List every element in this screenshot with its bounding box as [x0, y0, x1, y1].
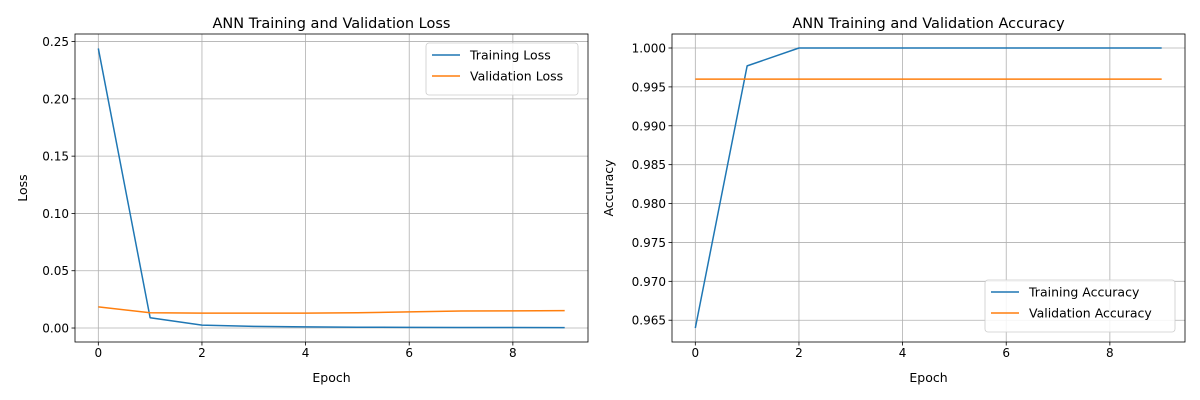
x-tick-label: 8 [1106, 346, 1114, 360]
series-line-0 [694, 47, 1162, 329]
series-line-1 [98, 306, 565, 314]
x-tick-label: 4 [899, 346, 907, 360]
y-tick-label: 0.970 [632, 275, 666, 289]
legend-label: Validation Accuracy [1029, 306, 1152, 321]
loss-chart: 0 2 4 6 8 0.00 0.05 0.10 0.15 0.20 0.25 ANN Trainin… [15, 16, 589, 385]
y-tick-label: 0.990 [632, 119, 666, 133]
chart-title: ANN Training and Validation Loss [213, 16, 451, 32]
x-tick-label: 4 [302, 346, 310, 360]
legend: Training Accuracy Validation Accuracy [984, 279, 1176, 333]
x-tick-label: 0 [94, 346, 102, 360]
y-tick-label: 0.980 [632, 197, 666, 211]
x-tick-label: 6 [405, 346, 413, 360]
y-axis-label: Accuracy [601, 159, 616, 217]
accuracy-chart: 0 2 4 6 8 0.965 0.970 0.975 0.980 0.985 0.990 0.995… [601, 16, 1186, 385]
y-tick-label: 1.000 [632, 42, 666, 56]
axes-frame [74, 33, 589, 343]
y-tick-label: 0.15 [42, 150, 69, 164]
chart-title: ANN Training and Validation Accuracy [792, 16, 1065, 32]
y-tick-label: 0.25 [42, 35, 69, 49]
x-tick-label: 0 [691, 346, 699, 360]
y-tick-label: 0.05 [42, 264, 69, 278]
y-tick-label: 0.995 [632, 80, 666, 94]
y-tick-label: 0.965 [632, 314, 666, 328]
x-tick-label: 6 [1002, 346, 1010, 360]
x-tick-label: 2 [198, 346, 206, 360]
legend-label: Training Loss [469, 48, 551, 63]
x-tick-label: 2 [795, 346, 803, 360]
axes-frame [671, 33, 1186, 343]
y-tick-label: 0.10 [42, 207, 69, 221]
y-axis-label: Loss [15, 174, 30, 201]
x-tick-label: 8 [509, 346, 517, 360]
y-tick-label: 0.975 [632, 236, 666, 250]
y-tick-label: 0.00 [42, 322, 69, 336]
legend: Training Loss Validation Loss [425, 42, 579, 96]
x-axis-label: Epoch [909, 370, 947, 385]
legend-label: Validation Loss [470, 69, 563, 84]
y-tick-label: 0.20 [42, 92, 69, 106]
x-axis-label: Epoch [312, 370, 350, 385]
legend-box [984, 279, 1176, 333]
series-line-0 [97, 48, 565, 329]
y-tick-label: 0.985 [632, 158, 666, 172]
legend-label: Training Accuracy [1028, 285, 1140, 300]
legend-box [425, 42, 579, 96]
